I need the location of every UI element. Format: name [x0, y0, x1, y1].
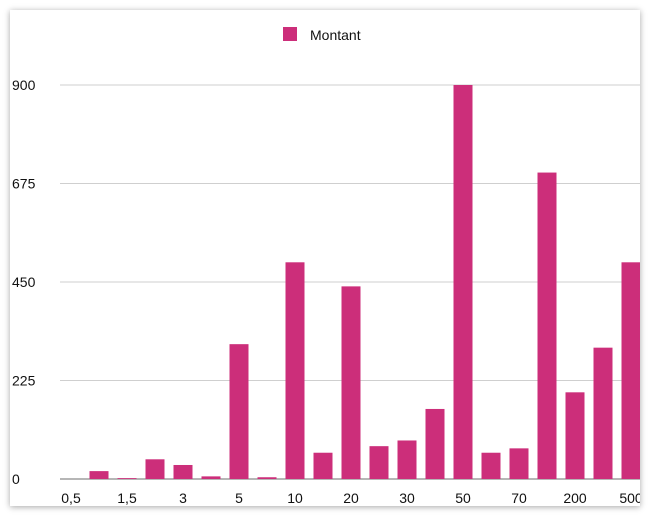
x-tick-label-3: 3	[179, 490, 187, 506]
y-tick-label-450: 450	[12, 274, 36, 290]
bar-1	[89, 471, 109, 479]
x-tick-label-5: 5	[235, 490, 243, 506]
bar-15	[313, 452, 333, 479]
bar-60	[481, 452, 501, 479]
bar-100	[537, 172, 557, 480]
bar-2	[145, 459, 165, 479]
bar-200	[565, 392, 585, 479]
x-tick-label-30: 30	[399, 490, 415, 506]
y-tick-label-225: 225	[12, 373, 36, 389]
bar-1,5	[117, 478, 137, 479]
bar-50	[453, 85, 473, 479]
bar-70	[509, 448, 529, 479]
bar-500	[621, 262, 641, 479]
x-tick-label-0,5: 0,5	[61, 490, 81, 506]
y-tick-label-0: 0	[12, 471, 20, 487]
x-tick-label-200: 200	[563, 490, 587, 506]
chart-frame: Montant 0 225 450 675 900 0,5 1,5 3 5 10 20 30 50 70…	[10, 10, 643, 506]
bar-4	[201, 476, 221, 479]
legend-label-montant: Montant	[310, 27, 361, 43]
x-tick-label-1,5: 1,5	[117, 490, 137, 506]
bar-30	[397, 440, 417, 479]
bar-10	[285, 262, 305, 479]
x-tick-label-10: 10	[287, 490, 303, 506]
bar-40	[425, 408, 445, 479]
bar-3	[173, 464, 193, 479]
bar-5	[229, 344, 249, 479]
bar-6	[257, 477, 277, 479]
y-axis-labels: 0 225 450 675 900	[12, 77, 36, 487]
x-tick-label-70: 70	[511, 490, 527, 506]
bar-25	[369, 446, 389, 479]
x-tick-label-20: 20	[343, 490, 359, 506]
bar-300	[593, 347, 613, 479]
y-tick-label-900: 900	[12, 77, 36, 93]
y-tick-label-675: 675	[12, 176, 36, 192]
bar-20	[341, 286, 361, 479]
legend: Montant	[283, 27, 361, 43]
bars	[89, 85, 641, 480]
bar-chart: Montant 0 225 450 675 900 0,5 1,5 3 5 10 20 30 50 70…	[12, 27, 643, 506]
x-axis-labels: 0,5 1,5 3 5 10 20 30 50 70 200 500	[61, 490, 643, 506]
legend-swatch-montant	[283, 27, 297, 41]
x-tick-label-500: 500	[619, 490, 640, 506]
x-tick-label-50: 50	[455, 490, 471, 506]
